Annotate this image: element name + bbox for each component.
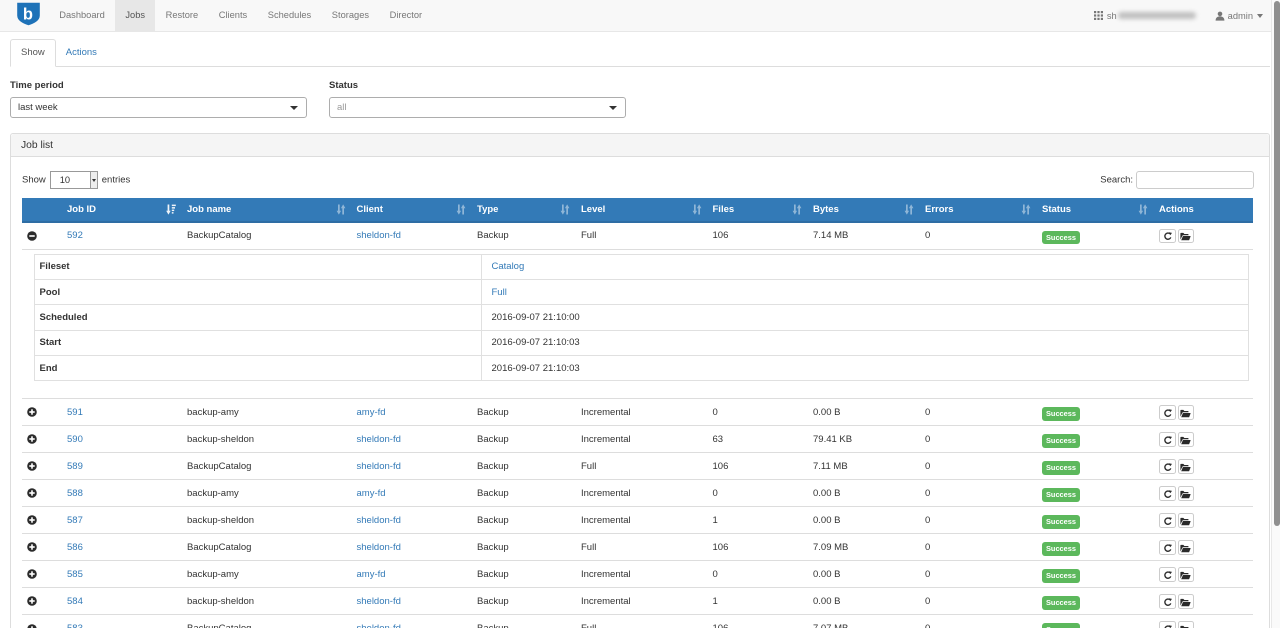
svg-text:b: b [23,6,33,24]
